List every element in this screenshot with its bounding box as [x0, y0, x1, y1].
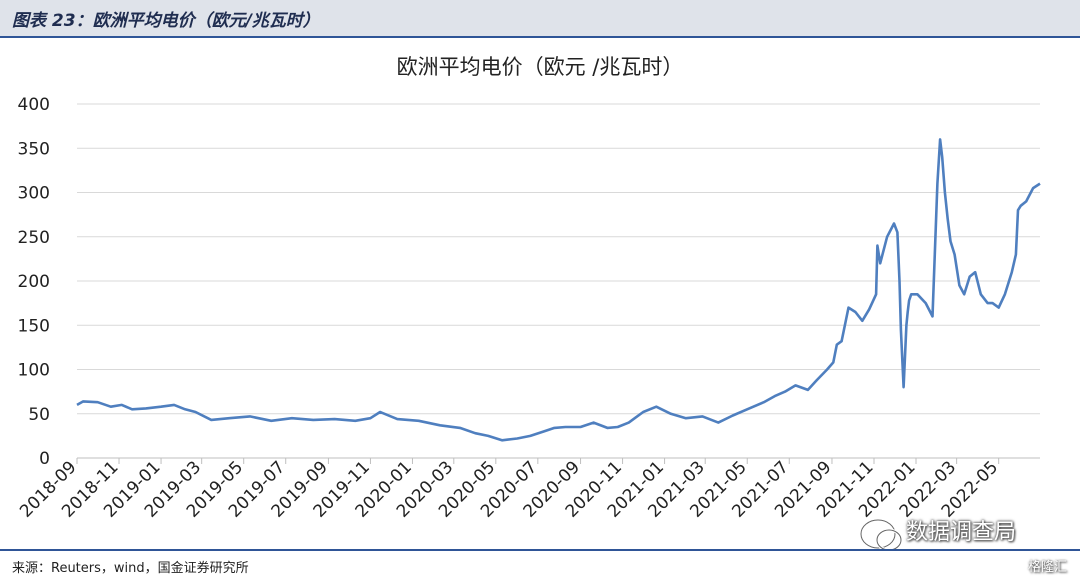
y-tick-label: 300	[18, 184, 50, 204]
y-tick-label: 100	[18, 361, 50, 381]
y-tick-label: 250	[18, 228, 50, 248]
chart-title: 欧洲平均电价（欧元 /兆瓦时）	[397, 55, 684, 79]
y-tick-label: 0	[39, 449, 50, 469]
watermark: 数据调查局 格隆汇	[858, 512, 1078, 580]
grid-lines	[77, 103, 1040, 459]
watermark-subtext: 格隆汇	[1028, 560, 1068, 575]
y-axis: 0 50 100 150 200 250 300 350 400	[18, 95, 50, 469]
y-tick-label: 350	[18, 139, 50, 159]
line-chart: 欧洲平均电价（欧元 /兆瓦时） 0 50 100 150 200 250 300 350 400…	[16, 55, 1041, 522]
series-group	[76, 138, 1041, 442]
y-tick-label: 400	[18, 95, 50, 115]
y-tick-label: 200	[18, 272, 50, 292]
figure-footer: 来源：Reuters，wind，国金证券研究所	[0, 549, 1080, 582]
y-tick-label: 150	[18, 316, 50, 336]
watermark-text: 数据调查局	[906, 520, 1017, 545]
figure-title: 图表 23：欧洲平均电价（欧元/兆瓦时）	[12, 11, 320, 31]
figure-header: 图表 23：欧洲平均电价（欧元/兆瓦时）	[0, 0, 1080, 38]
figure-source: 来源：Reuters，wind，国金证券研究所	[12, 561, 249, 576]
y-tick-label: 50	[28, 405, 50, 425]
series-line-0	[76, 138, 1041, 442]
